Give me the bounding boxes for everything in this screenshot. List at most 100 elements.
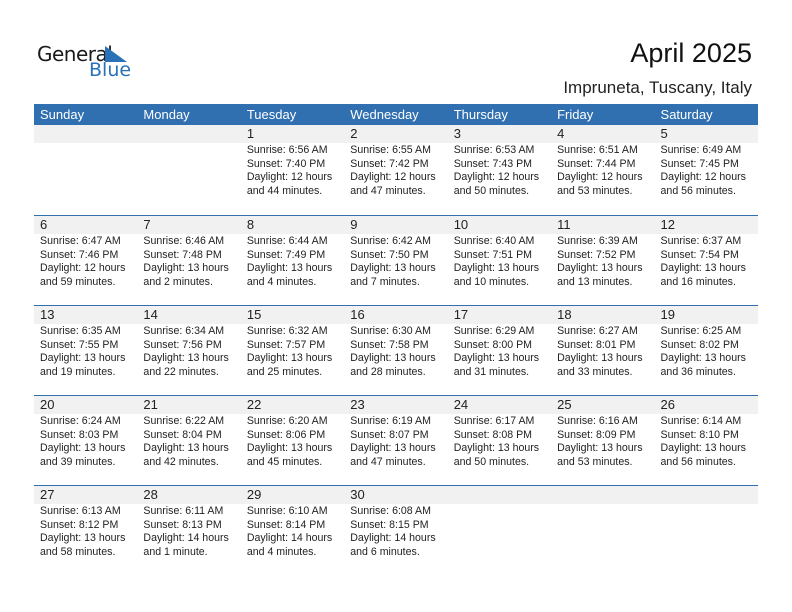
day-cell: 13 Sunrise: 6:35 AM Sunset: 7:55 PM Dayligh… xyxy=(34,306,137,395)
week-row: 6 Sunrise: 6:47 AM Sunset: 7:46 PM Daylight… xyxy=(34,215,758,305)
day-number: 11 xyxy=(557,217,571,232)
daylight-text: Daylight: 13 hours xyxy=(660,262,746,274)
day-cell: 28 Sunrise: 6:11 AM Sunset: 8:13 PM Dayligh… xyxy=(137,486,240,575)
sunrise-text: Sunrise: 6:24 AM xyxy=(40,415,121,427)
sunrise-text: Sunrise: 6:16 AM xyxy=(557,415,638,427)
day-number: 2 xyxy=(350,126,358,141)
sunrise-text: Sunrise: 6:22 AM xyxy=(143,415,225,427)
daylight-text: Daylight: 13 hours xyxy=(143,352,229,364)
sunrise-text: Sunrise: 6:53 AM xyxy=(453,144,535,156)
sunset-text: Sunset: 7:51 PM xyxy=(453,248,533,261)
daylight-text: Daylight: 12 hours xyxy=(40,262,126,274)
sunset-text: Sunset: 8:02 PM xyxy=(660,338,739,351)
sunrise-text: Sunrise: 6:49 AM xyxy=(660,144,742,156)
day-cell: 24 Sunrise: 6:17 AM Sunset: 8:08 PM Dayligh… xyxy=(448,396,551,485)
sunset-text: Sunset: 8:15 PM xyxy=(350,518,429,531)
day-number: 24 xyxy=(453,397,469,412)
day-number: 10 xyxy=(453,217,469,232)
sunrise-text: Sunrise: 6:17 AM xyxy=(453,415,535,427)
daylight-text: and 53 minutes. xyxy=(557,184,633,197)
daylight-text: Daylight: 12 hours xyxy=(660,171,746,183)
day-number: 26 xyxy=(660,397,675,412)
day-cell: 15 Sunrise: 6:32 AM Sunset: 7:57 PM Dayligh… xyxy=(241,306,344,395)
sunrise-text: Sunrise: 6:34 AM xyxy=(143,325,225,337)
sunrise-text: Sunrise: 6:08 AM xyxy=(350,505,431,517)
sunrise-text: Sunrise: 6:35 AM xyxy=(40,325,121,337)
daylight-text: Daylight: 13 hours xyxy=(557,262,643,274)
day-cell: 19 Sunrise: 6:25 AM Sunset: 8:02 PM Dayligh… xyxy=(655,306,758,395)
empty-day-cell xyxy=(448,486,551,575)
day-number: 19 xyxy=(660,307,675,322)
day-cell: 29 Sunrise: 6:10 AM Sunset: 8:14 PM Dayligh… xyxy=(241,486,344,575)
sunset-text: Sunset: 8:01 PM xyxy=(557,338,636,351)
logo: General Blue xyxy=(37,42,137,82)
sunset-text: Sunset: 7:52 PM xyxy=(557,248,636,261)
daylight-text: and 13 minutes. xyxy=(557,275,633,288)
day-number: 6 xyxy=(40,217,48,232)
day-number: 18 xyxy=(557,307,572,322)
sunset-text: Sunset: 7:54 PM xyxy=(660,248,739,261)
daylight-text: and 4 minutes. xyxy=(246,275,317,288)
sunrise-text: Sunrise: 6:30 AM xyxy=(350,325,431,337)
sunset-text: Sunset: 8:06 PM xyxy=(246,428,326,441)
day-number-strip xyxy=(34,306,758,324)
daylight-text: and 58 minutes. xyxy=(40,545,116,558)
sunset-text: Sunset: 8:13 PM xyxy=(143,518,222,531)
day-number: 27 xyxy=(40,487,55,502)
daylight-text: and 50 minutes. xyxy=(453,455,530,468)
daylight-text: Daylight: 13 hours xyxy=(350,442,436,454)
sunset-text: Sunset: 8:12 PM xyxy=(40,518,119,531)
empty-day-cell xyxy=(34,125,137,215)
daylight-text: Daylight: 13 hours xyxy=(453,442,540,454)
day-cell: 25 Sunrise: 6:16 AM Sunset: 8:09 PM Dayligh… xyxy=(551,396,654,485)
day-number: 20 xyxy=(40,397,55,412)
daylight-text: and 47 minutes. xyxy=(350,455,426,468)
day-cell: 27 Sunrise: 6:13 AM Sunset: 8:12 PM Dayligh… xyxy=(34,486,137,575)
daylight-text: Daylight: 13 hours xyxy=(40,532,126,544)
sunset-text: Sunset: 7:42 PM xyxy=(350,157,429,170)
day-cell: 14 Sunrise: 6:34 AM Sunset: 7:56 PM Dayligh… xyxy=(137,306,240,395)
empty-day-cell xyxy=(655,486,758,575)
logo-triangle-icon xyxy=(105,46,127,62)
daylight-text: Daylight: 13 hours xyxy=(557,442,643,454)
sunset-text: Sunset: 7:58 PM xyxy=(350,338,429,351)
location: Impruneta, Tuscany, Italy xyxy=(563,78,752,97)
daylight-text: and 44 minutes. xyxy=(246,184,323,197)
day-cell: 5 Sunrise: 6:49 AM Sunset: 7:45 PM Daylight… xyxy=(655,125,758,215)
sunset-text: Sunset: 7:46 PM xyxy=(40,248,119,261)
sunrise-text: Sunrise: 6:47 AM xyxy=(40,235,121,247)
week-row: 27 Sunrise: 6:13 AM Sunset: 8:12 PM Dayligh… xyxy=(34,485,758,575)
sunset-text: Sunset: 7:50 PM xyxy=(350,248,429,261)
sunrise-text: Sunrise: 6:51 AM xyxy=(557,144,638,156)
day-number: 29 xyxy=(246,487,262,502)
sunrise-text: Sunrise: 6:44 AM xyxy=(246,235,328,247)
sunrise-text: Sunrise: 6:37 AM xyxy=(660,235,742,247)
day-number: 9 xyxy=(350,217,358,232)
day-number: 13 xyxy=(40,307,55,322)
daylight-text: and 19 minutes. xyxy=(40,365,116,378)
weekday-header: Sunday Monday Tuesday Wednesday Thursday Frid… xyxy=(34,104,758,125)
sunset-text: Sunset: 8:08 PM xyxy=(453,428,533,441)
day-cell: 8 Sunrise: 6:44 AM Sunset: 7:49 PM Daylight… xyxy=(241,216,344,305)
daylight-text: and 56 minutes. xyxy=(660,455,736,468)
weekday-sunday: Sunday xyxy=(40,107,85,122)
day-number: 4 xyxy=(557,126,565,141)
sunrise-text: Sunrise: 6:55 AM xyxy=(350,144,431,156)
daylight-text: and 28 minutes. xyxy=(350,365,426,378)
weekday-wednesday: Wednesday xyxy=(350,107,419,122)
sunrise-text: Sunrise: 6:46 AM xyxy=(143,235,225,247)
sunrise-text: Sunrise: 6:13 AM xyxy=(40,505,121,517)
day-cell: 18 Sunrise: 6:27 AM Sunset: 8:01 PM Dayligh… xyxy=(551,306,654,395)
daylight-text: and 33 minutes. xyxy=(557,365,633,378)
daylight-text: Daylight: 13 hours xyxy=(143,262,229,274)
daylight-text: Daylight: 14 hours xyxy=(143,532,229,544)
sunrise-text: Sunrise: 6:29 AM xyxy=(453,325,535,337)
weekday-monday: Monday xyxy=(143,107,190,122)
day-cell: 16 Sunrise: 6:30 AM Sunset: 7:58 PM Dayligh… xyxy=(344,306,447,395)
daylight-text: and 56 minutes. xyxy=(660,184,736,197)
daylight-text: Daylight: 14 hours xyxy=(246,532,333,544)
day-number: 5 xyxy=(660,126,668,141)
sunrise-text: Sunrise: 6:42 AM xyxy=(350,235,431,247)
day-number-strip xyxy=(34,216,758,234)
day-number: 8 xyxy=(246,217,255,232)
